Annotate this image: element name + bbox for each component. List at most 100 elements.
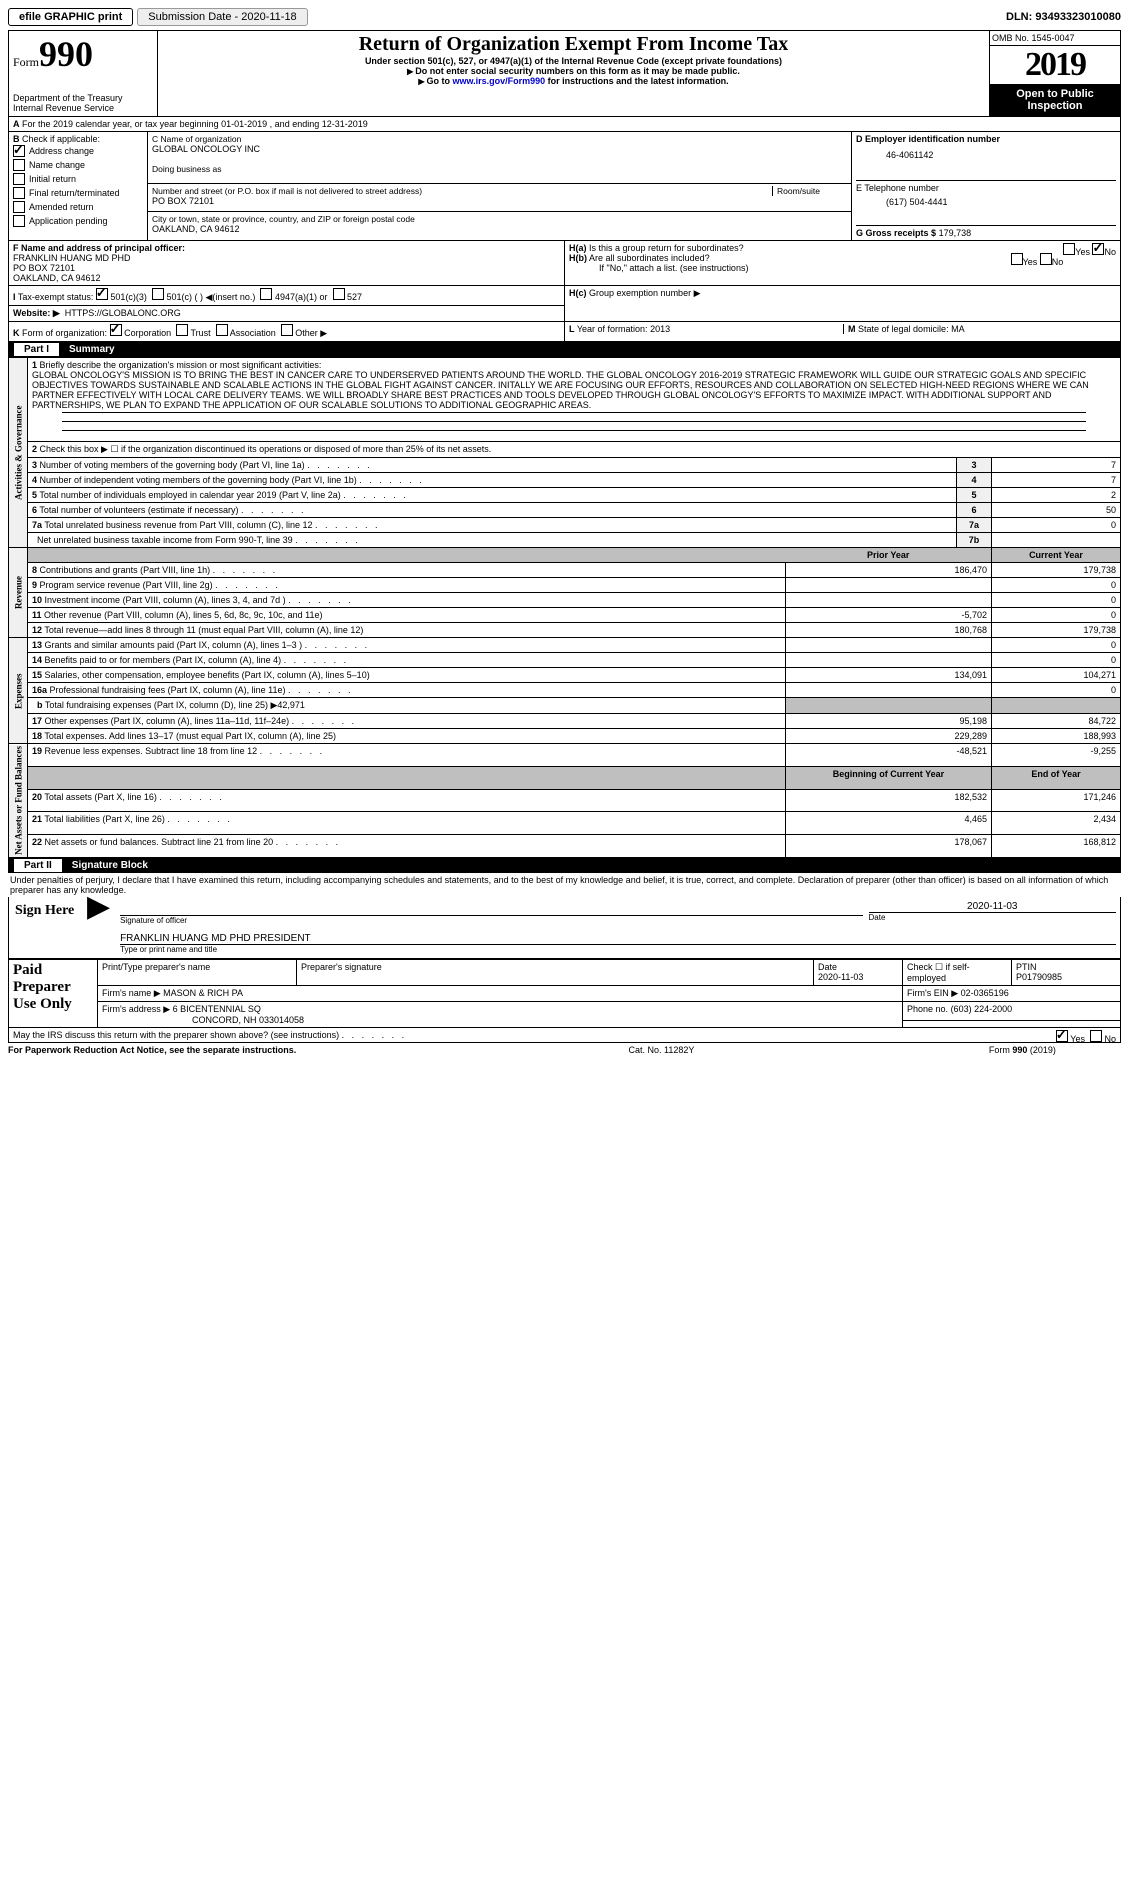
footer-left: For Paperwork Reduction Act Notice, see … bbox=[8, 1045, 526, 1055]
line-a: A For the 2019 calendar year, or tax yea… bbox=[8, 117, 1121, 132]
footer-right: Form 990 (2019) bbox=[797, 1045, 1056, 1055]
section-expenses: Expenses bbox=[9, 638, 28, 744]
cb-name-change[interactable]: Name change bbox=[13, 158, 143, 172]
l16a-label: Professional fundraising fees (Part IX, … bbox=[50, 685, 351, 695]
form-number: Form990 bbox=[13, 33, 153, 75]
boy-hdr: Beginning of Current Year bbox=[833, 769, 944, 779]
l11-prior: -5,702 bbox=[785, 608, 991, 623]
section-netassets: Net Assets or Fund Balances bbox=[9, 744, 28, 858]
l9-label: Program service revenue (Part VIII, line… bbox=[40, 580, 278, 590]
l12-current: 179,738 bbox=[992, 623, 1121, 638]
form-subtitle-1: Under section 501(c), 527, or 4947(a)(1)… bbox=[162, 56, 985, 66]
l5-value: 2 bbox=[992, 488, 1121, 503]
sign-here-label: Sign Here bbox=[9, 897, 81, 958]
officer-name: FRANKLIN HUANG MD PHD bbox=[13, 253, 131, 263]
firm-ein-label: Firm's EIN ▶ bbox=[907, 988, 958, 998]
f-label: F Name and address of principal officer: bbox=[13, 243, 185, 253]
firm-name-label: Firm's name ▶ bbox=[102, 988, 161, 998]
firm-city-value: CONCORD, NH 033014058 bbox=[102, 1015, 304, 1025]
firm-addr-value: 6 BICENTENNIAL SQ bbox=[173, 1004, 261, 1014]
l-label: Year of formation: bbox=[577, 324, 648, 334]
eoy-hdr: End of Year bbox=[1031, 769, 1080, 779]
b-header: Check if applicable: bbox=[22, 134, 100, 144]
firm-phone-label: Phone no. bbox=[907, 1004, 948, 1014]
l7b-label: Net unrelated business taxable income fr… bbox=[37, 535, 358, 545]
l13-label: Grants and similar amounts paid (Part IX… bbox=[45, 640, 368, 650]
l21-current: 2,434 bbox=[992, 812, 1121, 835]
l4-value: 7 bbox=[992, 473, 1121, 488]
l8-prior: 186,470 bbox=[785, 563, 991, 578]
cb-final-return[interactable]: Final return/terminated bbox=[13, 186, 143, 200]
l11-current: 0 bbox=[992, 608, 1121, 623]
cb-application[interactable]: Application pending bbox=[13, 214, 143, 228]
cb-corp[interactable] bbox=[110, 324, 122, 336]
prior-year-hdr: Prior Year bbox=[867, 550, 909, 560]
part2-header: Part IISignature Block bbox=[8, 858, 1121, 873]
l18-current: 188,993 bbox=[992, 729, 1121, 744]
cb-501c3[interactable] bbox=[96, 288, 108, 300]
submission-date-button[interactable]: Submission Date - 2020-11-18 bbox=[137, 8, 307, 26]
l15-current: 104,271 bbox=[992, 668, 1121, 683]
l15-prior: 134,091 bbox=[785, 668, 991, 683]
l16a-current: 0 bbox=[992, 683, 1121, 698]
state-domicile: MA bbox=[951, 324, 965, 334]
l3-value: 7 bbox=[992, 458, 1121, 473]
tax-year: 2019 bbox=[1025, 46, 1085, 83]
room-label: Room/suite bbox=[772, 186, 847, 196]
l8-label: Contributions and grants (Part VIII, lin… bbox=[40, 565, 276, 575]
firm-phone-value: (603) 224-2000 bbox=[951, 1004, 1013, 1014]
entity-block: B Check if applicable: Address change Na… bbox=[8, 132, 1121, 241]
self-employed-label: Check ☐ if self-employed bbox=[903, 959, 1012, 985]
l10-label: Investment income (Part VIII, column (A)… bbox=[45, 595, 351, 605]
l17-label: Other expenses (Part IX, column (A), lin… bbox=[45, 716, 355, 726]
cb-amended[interactable]: Amended return bbox=[13, 200, 143, 214]
l16b-label: Total fundraising expenses (Part IX, col… bbox=[45, 700, 305, 710]
dln-label: DLN: 93493323010080 bbox=[1006, 11, 1121, 23]
j-label: Website: ▶ bbox=[13, 308, 60, 318]
org-name: GLOBAL ONCOLOGY INC bbox=[152, 144, 847, 154]
form-subtitle-2: Do not enter social security numbers on … bbox=[162, 66, 985, 76]
city-label: City or town, state or province, country… bbox=[152, 214, 847, 224]
i-label: Tax-exempt status: bbox=[18, 292, 94, 302]
firm-name-value: MASON & RICH PA bbox=[163, 988, 243, 998]
mission-text: GLOBAL ONCOLOGY'S MISSION IS TO BRING TH… bbox=[32, 370, 1089, 410]
part1-header: Part ISummary bbox=[8, 342, 1121, 357]
l7a-value: 0 bbox=[992, 518, 1121, 533]
footer-mid: Cat. No. 11282Y bbox=[532, 1045, 791, 1055]
header-table: Form990 Department of the Treasury Inter… bbox=[8, 30, 1121, 117]
l21-label: Total liabilities (Part X, line 26) bbox=[44, 814, 230, 824]
phone-value: (617) 504-4441 bbox=[886, 197, 1116, 207]
top-bar: efile GRAPHIC print Submission Date - 20… bbox=[8, 8, 1121, 26]
ptin-label: PTIN bbox=[1016, 962, 1037, 972]
perjury-text: Under penalties of perjury, I declare th… bbox=[8, 873, 1121, 897]
l15-label: Salaries, other compensation, employee b… bbox=[45, 670, 370, 680]
dba-label: Doing business as bbox=[152, 164, 847, 174]
sig-officer-label: Signature of officer bbox=[120, 915, 862, 925]
sign-here-block: Sign Here ▶ Signature of officer 2020-11… bbox=[8, 897, 1121, 959]
officer-printed: FRANKLIN HUANG MD PHD PRESIDENT bbox=[120, 933, 1116, 944]
type-name-label: Type or print name and title bbox=[120, 944, 1116, 954]
cb-discuss-no[interactable] bbox=[1090, 1030, 1102, 1042]
inspection-label: Open to Public Inspection bbox=[990, 84, 1120, 116]
l18-label: Total expenses. Add lines 13–17 (must eq… bbox=[44, 731, 336, 741]
l5-label: Total number of individuals employed in … bbox=[39, 490, 405, 500]
irs-link[interactable]: www.irs.gov/Form990 bbox=[452, 76, 545, 86]
l12-label: Total revenue—add lines 8 through 11 (mu… bbox=[44, 625, 363, 635]
form-title: Return of Organization Exempt From Incom… bbox=[162, 33, 985, 56]
omb-label: OMB No. 1545-0047 bbox=[990, 31, 1120, 46]
dept-treasury: Department of the Treasury Internal Reve… bbox=[13, 93, 153, 113]
cb-discuss-yes[interactable] bbox=[1056, 1030, 1068, 1042]
l17-prior: 95,198 bbox=[785, 714, 991, 729]
l17-current: 84,722 bbox=[992, 714, 1121, 729]
l9-current: 0 bbox=[992, 578, 1121, 593]
officer-addr2: OAKLAND, CA 94612 bbox=[13, 273, 101, 283]
g-label: G Gross receipts $ bbox=[856, 228, 936, 238]
cb-initial-return[interactable]: Initial return bbox=[13, 172, 143, 186]
d-label: D Employer identification number bbox=[856, 134, 1000, 144]
l19-current: -9,255 bbox=[992, 744, 1121, 767]
year-formation: 2013 bbox=[650, 324, 670, 334]
cb-address-change[interactable]: Address change bbox=[13, 144, 143, 158]
section-governance: Activities & Governance bbox=[9, 358, 28, 548]
l2-label: Check this box ▶ ☐ if the organization d… bbox=[40, 444, 492, 454]
l12-prior: 180,768 bbox=[785, 623, 991, 638]
